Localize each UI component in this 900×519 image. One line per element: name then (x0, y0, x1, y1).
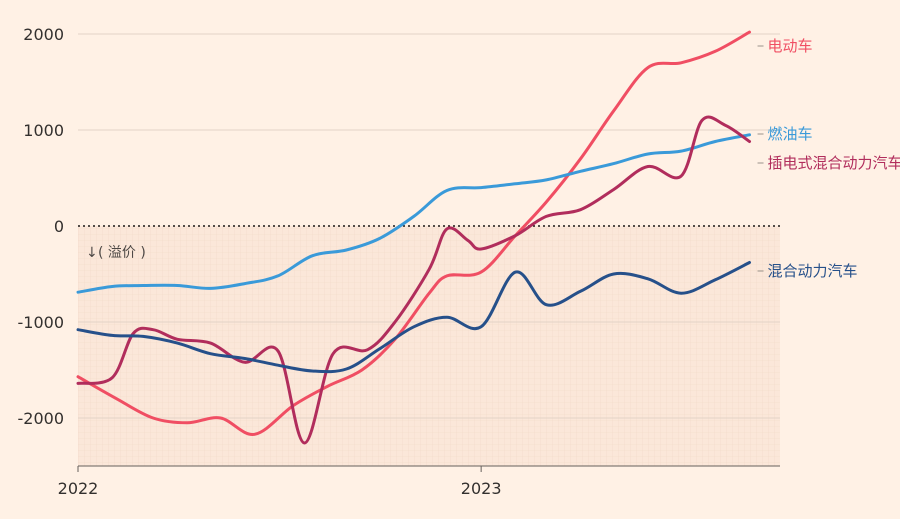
x-axis: 2022 2023 (58, 465, 780, 498)
y-tick-label: -1000 (18, 313, 65, 332)
y-axis: 2000 1000 0 -1000 -2000 (18, 25, 65, 428)
annotation-arrow: ↓ (86, 245, 98, 261)
y-tick-label: 1000 (23, 121, 64, 140)
negative-region-shading (78, 226, 780, 466)
y-tick-label: -2000 (18, 409, 65, 428)
x-tick-label: 2022 (58, 479, 99, 498)
series-line-2 (76, 115, 751, 445)
y-tick-label: 2000 (23, 25, 64, 44)
series-label-3: 混合动力汽车 (768, 262, 858, 280)
annotation-text: ( 溢价 ) (98, 245, 146, 261)
series-label-1: 燃油车 (768, 125, 813, 143)
series-label-0: 电动车 (768, 37, 813, 55)
series-lines (76, 30, 751, 445)
premium-annotation: ↓ ( 溢价 ) (86, 245, 146, 261)
x-tick-label: 2023 (461, 479, 502, 498)
series-line-0 (76, 30, 751, 436)
series-line-3 (76, 261, 751, 374)
y-tick-label: 0 (54, 217, 64, 236)
series-label-2: 插电式混合动力汽车 (768, 154, 900, 172)
series-line-1 (76, 133, 751, 294)
